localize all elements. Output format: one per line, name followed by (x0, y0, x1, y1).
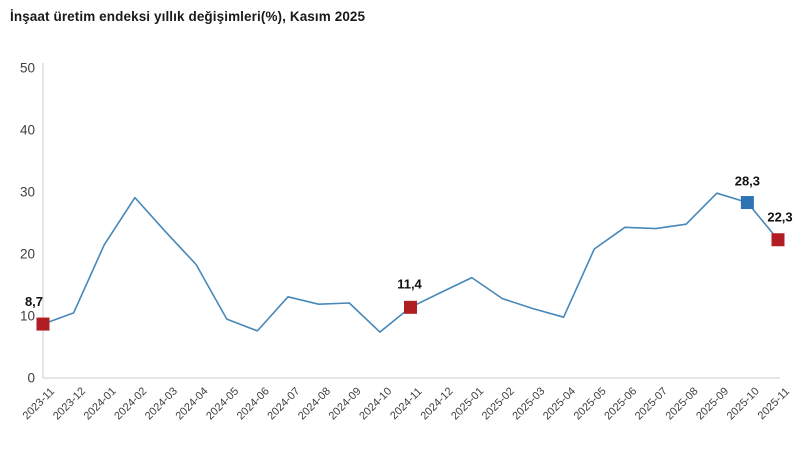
x-tick-label: 2024-12 (418, 385, 455, 422)
x-tick-label: 2024-07 (265, 385, 302, 422)
x-tick-label: 2025-05 (572, 385, 609, 422)
x-tick-label: 2023-11 (21, 386, 57, 422)
x-tick-label: 2024-04 (173, 385, 210, 422)
x-tick-label: 2025-01 (449, 385, 486, 422)
x-tick-label: 2025-08 (663, 385, 700, 422)
x-tick-label: 2023-12 (51, 385, 88, 422)
x-tick-label: 2025-06 (602, 385, 639, 422)
x-tick-label: 2025-03 (510, 385, 547, 422)
data-point-label: 8,7 (25, 294, 43, 309)
x-tick-label: 2024-06 (235, 385, 272, 422)
x-tick-label: 2024-02 (112, 385, 149, 422)
data-point-label: 28,3 (735, 174, 760, 189)
x-tick-label: 2025-09 (694, 385, 731, 422)
data-point-marker (404, 300, 417, 314)
y-tick-label: 0 (27, 371, 35, 386)
y-tick-label: 40 (20, 123, 35, 138)
y-tick-label: 50 (20, 61, 35, 76)
x-tick-label: 2025-02 (480, 385, 517, 422)
data-point-marker (771, 233, 785, 247)
y-tick-label: 30 (20, 185, 35, 200)
x-tick-label: 2024-09 (327, 385, 364, 422)
y-tick-label: 10 (20, 309, 35, 324)
x-tick-label: 2024-01 (82, 385, 119, 422)
x-tick-label: 2025-11 (756, 386, 792, 422)
data-point-marker (36, 317, 50, 331)
data-point-label: 11,4 (397, 276, 422, 291)
x-tick-label: 2025-07 (633, 385, 670, 422)
x-tick-label: 2024-11 (388, 386, 424, 422)
x-tick-label: 2024-08 (296, 385, 333, 422)
x-tick-label: 2025-04 (541, 385, 578, 422)
x-tick-label: 2024-03 (143, 385, 180, 422)
x-tick-label: 2024-10 (357, 385, 394, 422)
data-point-label: 22,3 (767, 210, 792, 225)
x-tick-label: 2024-05 (204, 385, 241, 422)
x-tick-label: 2025-10 (725, 385, 762, 422)
y-tick-label: 20 (20, 247, 35, 262)
data-point-marker (740, 196, 754, 210)
chart-title: İnşaat üretim endeksi yıllık değişimleri… (10, 9, 366, 24)
